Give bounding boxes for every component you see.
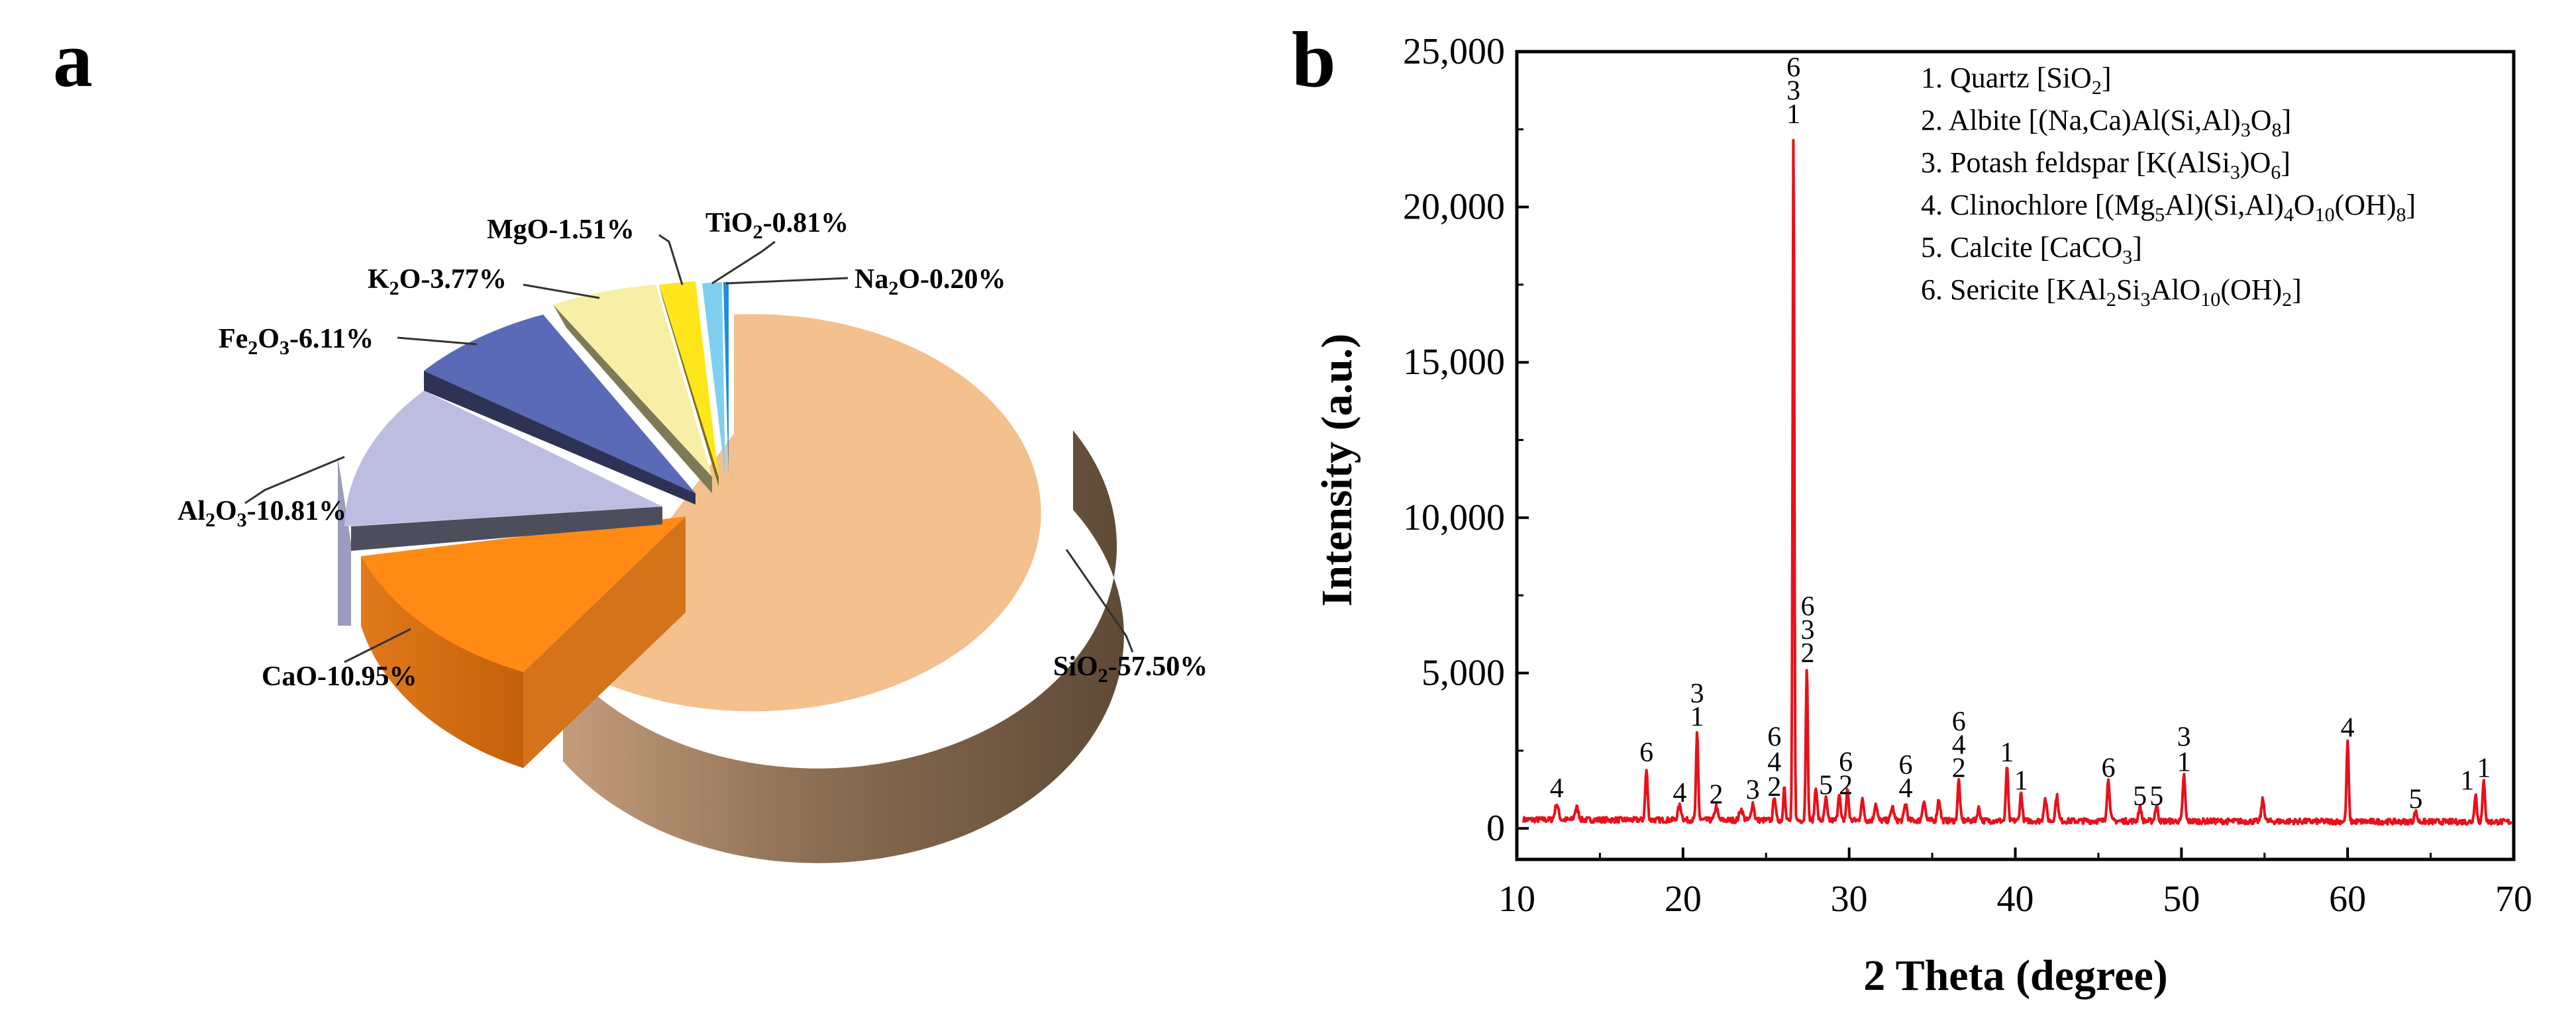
peak-label: 5 — [2149, 781, 2163, 812]
peak-label: 1 — [2177, 747, 2191, 777]
xrd-axes: 10 20 30 40 50 60 7005,00010,00015,00020,00025… — [1403, 31, 2532, 920]
peak-label: 3 — [1800, 615, 1814, 646]
pie-slice-k2o-cut — [553, 305, 712, 493]
peak-label: 4 — [1550, 773, 1564, 804]
leader-al2o3 — [244, 456, 345, 505]
peak-label: 6 — [1639, 738, 1653, 768]
peak-label: 6 — [1952, 706, 1966, 737]
label-na2o: Na2O-0.20% — [854, 264, 1006, 299]
peak-label: 6 — [1786, 53, 1800, 83]
panel-b-letter: b — [1292, 15, 1336, 103]
legend-entry: 5. Calcite [CaCO3] — [1921, 231, 2142, 268]
leader-mgo — [658, 234, 684, 285]
x-tick-label: 50 — [2163, 879, 2200, 920]
y-tick-label: 0 — [1486, 808, 1505, 849]
xrd-chart: 10 20 30 40 50 60 7005,00010,00015,00020,00025… — [1313, 31, 2532, 1000]
y-tick-label: 5,000 — [1421, 652, 1505, 693]
peak-label: 3 — [1690, 679, 1704, 709]
peak-label: 5 — [2409, 785, 2423, 815]
peak-label: 6 — [1839, 747, 1853, 777]
peak-label: 2 — [1767, 772, 1781, 802]
pie-slice-fe2o3-cut — [424, 371, 696, 505]
pie-slice-fe2o3 — [424, 315, 696, 493]
legend-entry: 2. Albite [(Na,Ca)Al(Si,Al)3O8] — [1921, 104, 2291, 141]
pie-slice-al2o3-side — [338, 457, 351, 626]
y-tick-label: 20,000 — [1403, 187, 1505, 228]
x-tick-label: 70 — [2495, 879, 2532, 920]
peak-label: 4 — [1898, 773, 1912, 804]
leader-cao — [344, 628, 411, 663]
pie-slice-cao-side — [361, 556, 523, 768]
pie-slice-al2o3 — [344, 391, 662, 526]
panel-a-letter: a — [53, 15, 93, 103]
label-al2o3: Al2O3-10.81% — [178, 496, 346, 531]
leader-k2o — [523, 283, 600, 299]
peak-label: 4 — [2341, 713, 2355, 744]
pie-slice-cao-side-front — [523, 516, 686, 768]
label-tio2: TiO2-0.81% — [705, 208, 849, 243]
pie-slice-tio2 — [702, 282, 725, 477]
y-axis-title: Intensity (a.u.) — [1313, 334, 1361, 607]
leader-fe2o3 — [397, 336, 478, 346]
x-tick-label: 30 — [1831, 879, 1868, 920]
label-mgo: MgO-1.51% — [487, 215, 635, 245]
label-cao: CaO-10.95% — [262, 661, 417, 692]
y-tick-label: 10,000 — [1403, 497, 1505, 538]
peak-label: 1 — [2000, 738, 2014, 768]
pie-chart — [244, 234, 1134, 863]
leader-na2o — [725, 277, 849, 285]
peak-label: 1 — [2014, 765, 2028, 796]
peak-label: 1 — [1786, 99, 1800, 130]
peak-label: 1 — [2460, 765, 2474, 796]
legend-entry: 1. Quartz [SiO2] — [1921, 62, 2112, 99]
peak-label: 2 — [1800, 638, 1814, 669]
x-tick-label: 10 — [1498, 879, 1535, 920]
pie-slice-cao — [361, 516, 686, 672]
leader-tio2 — [711, 240, 776, 285]
pie-slice-mgo-cut — [659, 285, 719, 487]
peak-label: 4 — [1673, 778, 1686, 808]
peak-label: 4 — [1952, 730, 1966, 760]
pie-slice-al2o3-cut — [351, 507, 662, 551]
peak-label: 2 — [1839, 770, 1853, 800]
peak-label: 4 — [1767, 747, 1781, 777]
pie-slice-sio2-side — [563, 430, 1124, 863]
x-tick-label: 40 — [1997, 879, 2034, 920]
peak-label: 6 — [1800, 592, 1814, 622]
x-tick-label: 60 — [2329, 879, 2366, 920]
peak-label: 5 — [1819, 770, 1833, 800]
peak-label: 6 — [1767, 722, 1781, 753]
peak-label: 2 — [1952, 753, 1966, 784]
peak-label: 3 — [1786, 76, 1800, 107]
y-tick-label: 25,000 — [1403, 31, 1505, 72]
peak-label: 3 — [2177, 722, 2191, 753]
pie-slice-mgo — [659, 281, 719, 477]
leader-sio2 — [1065, 549, 1134, 653]
label-sio2: SiO2-57.50% — [1053, 652, 1208, 687]
label-k2o: K2O-3.77% — [368, 264, 507, 299]
peak-label: 1 — [2477, 753, 2491, 784]
x-tick-label: 20 — [1665, 879, 1702, 920]
phase-legend: 1. Quartz [SiO2] 2. Albite [(Na,Ca)Al(Si,… — [1921, 62, 2416, 311]
peak-label: 1 — [1690, 702, 1704, 732]
peak-label: 3 — [1746, 775, 1760, 806]
peak-label: 6 — [1898, 750, 1912, 781]
label-fe2o3: Fe2O3-6.11% — [219, 324, 374, 359]
pie-slice-k2o — [553, 285, 712, 477]
y-tick-label: 15,000 — [1403, 342, 1505, 383]
x-axis-title: 2 Theta (degree) — [1863, 951, 2167, 1000]
legend-entry: 6. Sericite [KAl2Si3AlO10(OH)2] — [1921, 273, 2302, 311]
peak-label: 5 — [2133, 781, 2147, 812]
peak-label: 6 — [2101, 753, 2115, 784]
peak-label: 2 — [1710, 780, 1724, 810]
xrd-pattern-line — [1522, 138, 2513, 826]
pie-slice-na2o — [723, 281, 729, 477]
legend-entry: 4. Clinochlore [(Mg5Al)(Si,Al)4O10(OH)8] — [1921, 189, 2416, 226]
legend-entry: 3. Potash feldspar [K(AlSi3)O6] — [1921, 146, 2291, 183]
